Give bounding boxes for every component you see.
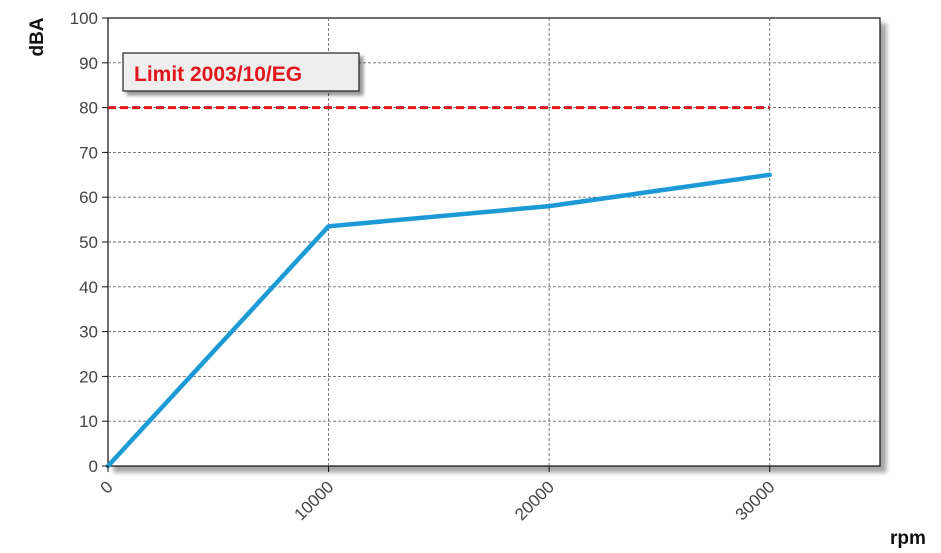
x-tick-label: 20000: [511, 477, 558, 524]
x-axis-title: rpm: [890, 528, 926, 549]
y-axis-title: dBA: [27, 17, 48, 56]
y-tick-label: 70: [79, 143, 98, 162]
y-tick-label: 40: [79, 278, 98, 297]
y-tick-label: 30: [79, 323, 98, 342]
y-tick-label: 90: [79, 54, 98, 73]
y-tick-label: 100: [70, 9, 98, 28]
y-tick-label: 20: [79, 367, 98, 386]
y-tick-label: 0: [89, 457, 98, 476]
y-tick-label: 80: [79, 99, 98, 118]
x-axis-ticks: 0 10000 20000 30000: [97, 466, 779, 524]
x-tick-label: 30000: [732, 477, 779, 524]
x-tick-label: 0: [97, 477, 117, 497]
series-layer: [105, 106, 772, 469]
y-tick-label: 50: [79, 233, 98, 252]
y-axis-ticks: 0 10 20 30 40 50 60 70 80 90 100: [70, 9, 108, 476]
x-tick-label: 10000: [291, 477, 338, 524]
y-tick-label: 60: [79, 188, 98, 207]
noise-series-line: [105, 172, 772, 469]
limit-annotation: Limit 2003/10/EG: [122, 52, 360, 92]
limit-annotation-label: Limit 2003/10/EG: [134, 63, 302, 86]
limit-annotation-box: [122, 52, 360, 92]
y-tick-label: 10: [79, 412, 98, 431]
